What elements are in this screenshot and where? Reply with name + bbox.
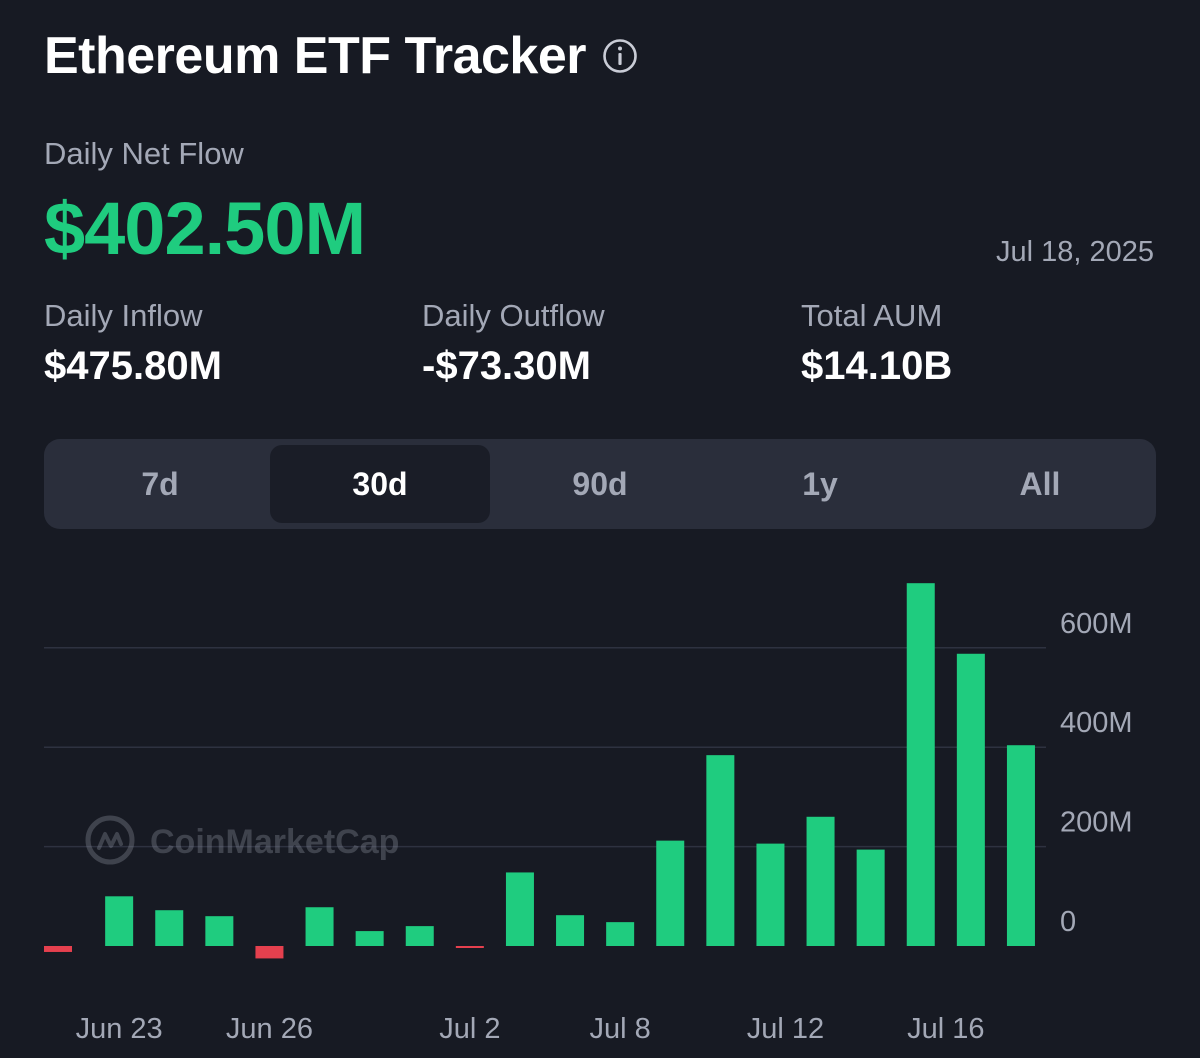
inflow-label: Daily Inflow — [44, 298, 203, 333]
bar-jul-2[interactable] — [455, 946, 484, 948]
tab-90d[interactable]: 90d — [572, 465, 628, 502]
net-flow-label: Daily Net Flow — [44, 136, 244, 171]
inflow-stat: Daily Inflow $475.80M — [44, 298, 222, 389]
aum-label: Total AUM — [801, 298, 943, 333]
bar-jun-25[interactable] — [205, 916, 234, 946]
bar-jul-11[interactable] — [756, 843, 785, 946]
bar-jul-17[interactable] — [956, 653, 985, 946]
title-row: Ethereum ETF Tracker — [44, 26, 638, 86]
x-tick-label: Jun 26 — [226, 1013, 313, 1045]
bar-jun-24[interactable] — [155, 910, 184, 946]
bar-jul-3[interactable] — [505, 872, 534, 946]
bar-jul-8[interactable] — [606, 922, 635, 946]
timeframe-tabs: 7d 30d 90d 1y All — [44, 439, 1156, 529]
info-icon[interactable] — [602, 38, 638, 74]
tab-1y[interactable]: 1y — [802, 465, 838, 502]
bar-jun-26[interactable] — [255, 946, 284, 959]
y-tick-label: 600M — [1060, 608, 1133, 640]
tab-7d[interactable]: 7d — [141, 465, 179, 502]
net-flow-value: $402.50M — [44, 187, 366, 270]
bar-jun-23[interactable] — [105, 896, 134, 946]
aum-value: $14.10B — [801, 344, 953, 388]
bar-jul-14[interactable] — [806, 816, 835, 946]
bar-jun-30[interactable] — [355, 931, 384, 946]
net-flow-chart: CoinMarketCap 0 200M 400M 600M Jun 23 Jun 26… — [0, 560, 1200, 1058]
x-tick-label: Jul 12 — [747, 1013, 824, 1045]
bar-jul-18[interactable] — [1006, 745, 1035, 946]
y-tick-label: 200M — [1060, 807, 1133, 839]
aum-stat: Total AUM $14.10B — [801, 298, 952, 389]
watermark-text: CoinMarketCap — [150, 823, 399, 861]
bar-jul-15[interactable] — [856, 849, 885, 946]
bar-jul-1[interactable] — [405, 926, 434, 946]
bar-jul-16[interactable] — [906, 583, 935, 946]
outflow-value: -$73.30M — [422, 344, 591, 388]
bars-layer — [44, 583, 1035, 959]
bar-jun-27[interactable] — [305, 907, 334, 946]
x-tick-label: Jun 23 — [76, 1013, 163, 1045]
chart-svg: CoinMarketCap 0 200M 400M 600M Jun 23 Jun 26… — [44, 583, 1133, 1045]
x-tick-label: Jul 2 — [439, 1013, 500, 1045]
bar-jul-10[interactable] — [706, 755, 735, 946]
x-axis-labels: Jun 23 Jun 26 Jul 2 Jul 8 Jul 12 Jul 16 — [76, 1013, 985, 1045]
bar-jul-7[interactable] — [556, 915, 585, 946]
tab-all[interactable]: All — [1019, 465, 1061, 502]
y-tick-label: 400M — [1060, 707, 1133, 739]
grid-layer — [44, 647, 1046, 848]
inflow-value: $475.80M — [44, 344, 222, 388]
y-axis-labels: 0 200M 400M 600M — [1060, 608, 1133, 938]
y-tick-label: 0 — [1060, 906, 1076, 938]
watermark: CoinMarketCap — [85, 815, 399, 865]
date-label: Jul 18, 2025 — [995, 236, 1154, 268]
bar-jun-20[interactable] — [44, 946, 72, 952]
bar-jul-9[interactable] — [656, 840, 685, 946]
x-tick-label: Jul 8 — [590, 1013, 651, 1045]
x-tick-label: Jul 16 — [907, 1013, 984, 1045]
page-title: Ethereum ETF Tracker — [44, 27, 587, 85]
coinmarketcap-logo-icon — [85, 815, 135, 865]
outflow-label: Daily Outflow — [422, 298, 605, 333]
tab-30d[interactable]: 30d — [270, 445, 490, 523]
outflow-stat: Daily Outflow -$73.30M — [422, 298, 605, 389]
